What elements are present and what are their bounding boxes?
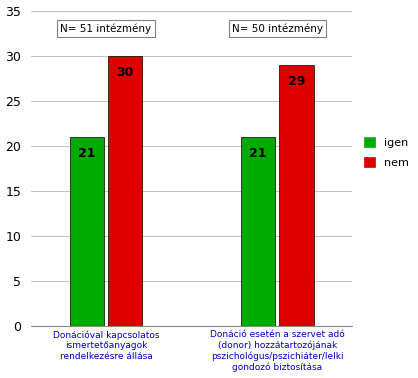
Text: 21: 21 [249, 147, 267, 160]
Text: 30: 30 [117, 67, 134, 79]
Text: N= 51 intézmény: N= 51 intézmény [61, 23, 152, 34]
Text: 29: 29 [288, 75, 305, 88]
Bar [108, 56, 143, 325]
Bar [279, 65, 314, 325]
Bar [70, 136, 104, 325]
Bar [241, 136, 275, 325]
Text: 21: 21 [78, 147, 96, 160]
Text: N= 50 intézmény: N= 50 intézmény [232, 23, 323, 34]
Legend: igen, nem: igen, nem [361, 134, 413, 171]
